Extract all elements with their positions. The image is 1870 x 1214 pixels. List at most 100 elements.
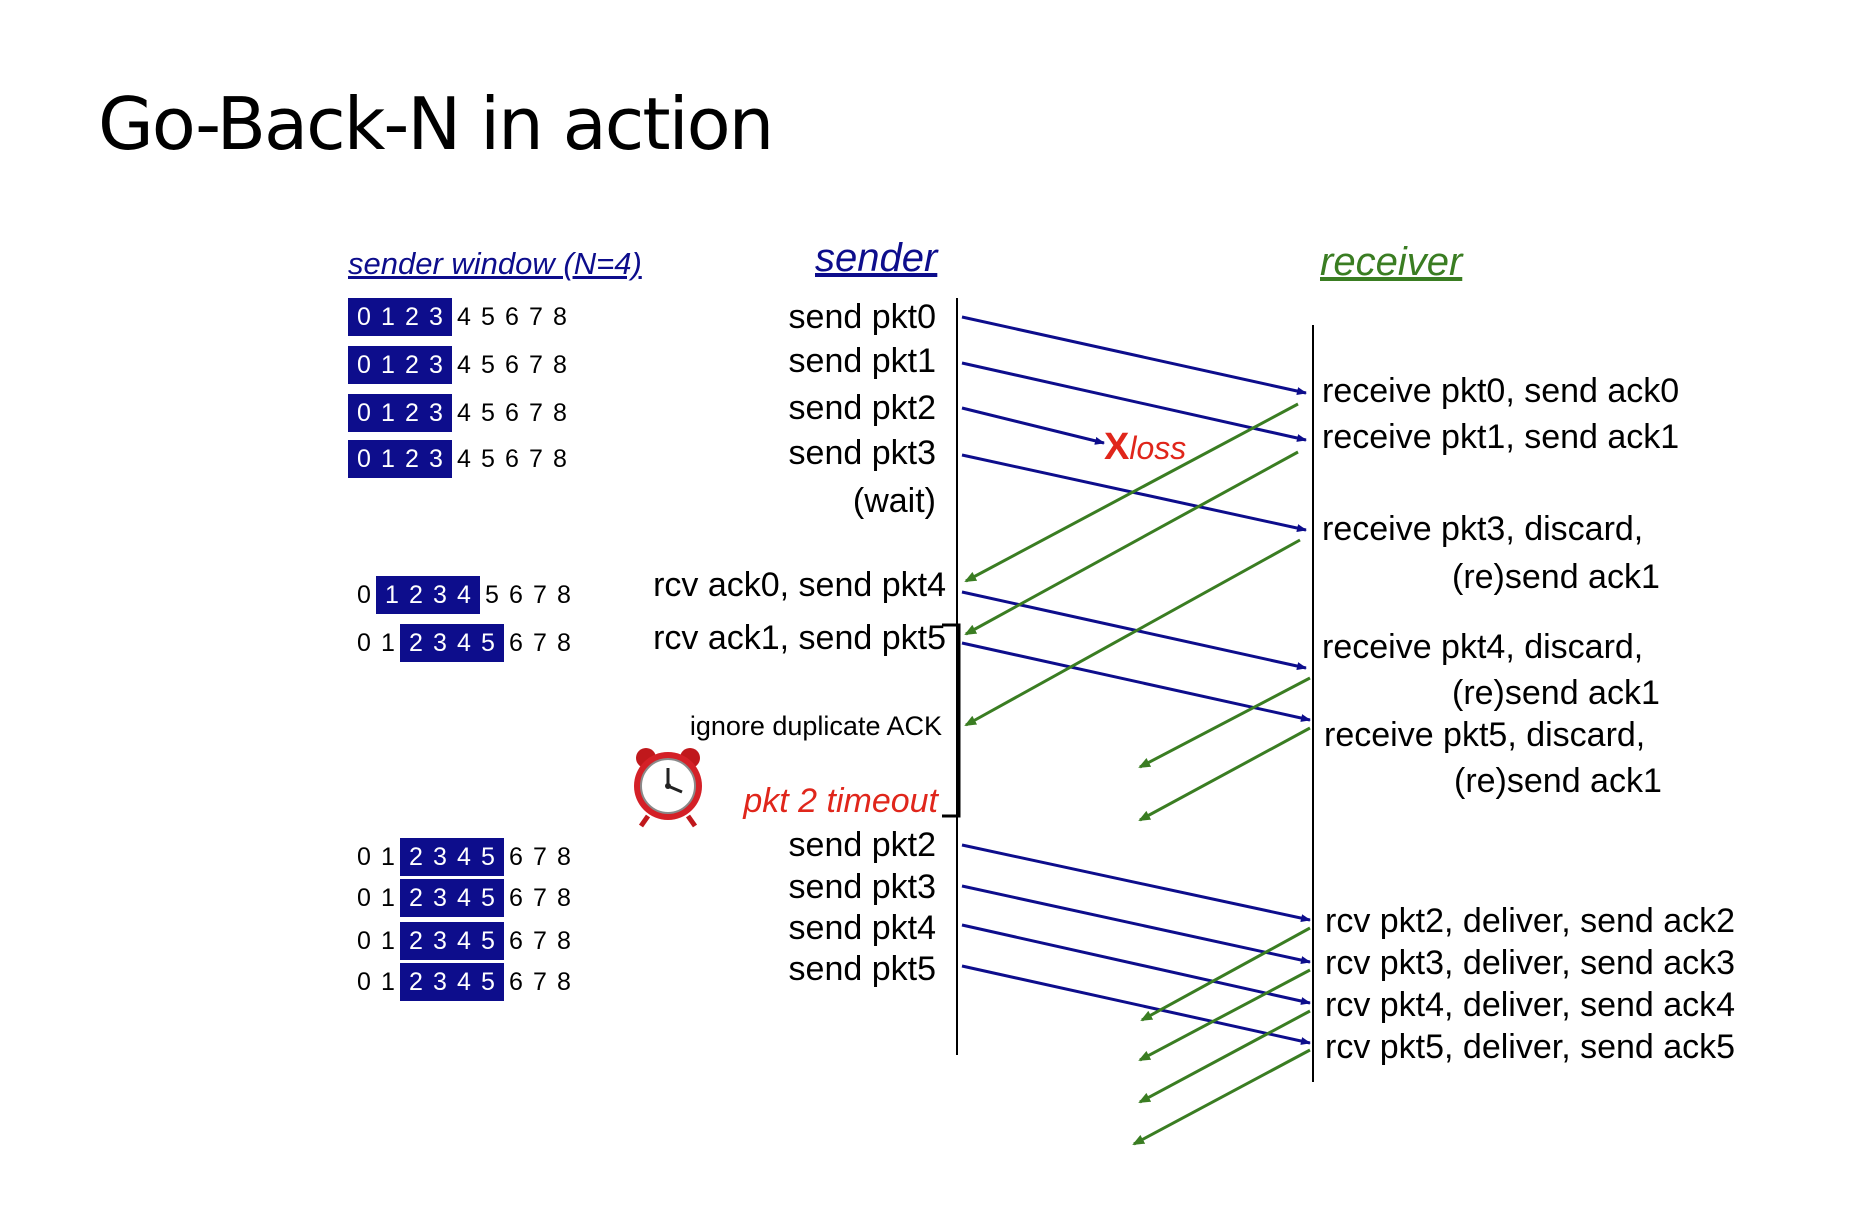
window-seq-number: 2 bbox=[405, 399, 419, 427]
window-seq-number: 4 bbox=[457, 927, 471, 955]
window-seq-number: 2 bbox=[409, 581, 423, 609]
window-highlight bbox=[400, 963, 504, 1001]
sender-event: send pkt0 bbox=[788, 298, 936, 336]
sender-window-header: sender window (N=4) bbox=[348, 246, 642, 281]
window-seq-number: 8 bbox=[553, 351, 567, 379]
window-highlight bbox=[348, 394, 452, 432]
alarm-clock-icon bbox=[634, 748, 702, 828]
sender-event: send pkt3 bbox=[788, 868, 936, 906]
window-seq-number: 3 bbox=[433, 884, 447, 912]
window-seq-number: 6 bbox=[509, 968, 523, 996]
window-highlight bbox=[400, 922, 504, 960]
window-seq-number: 4 bbox=[457, 843, 471, 871]
window-seq-number: 8 bbox=[553, 445, 567, 473]
window-seq-number: 5 bbox=[481, 843, 495, 871]
receiver-event: receive pkt1, send ack1 bbox=[1322, 418, 1680, 456]
window-seq-number: 3 bbox=[433, 968, 447, 996]
window-seq-number: 5 bbox=[481, 399, 495, 427]
receiver-event: (re)send ack1 bbox=[1452, 674, 1660, 712]
window-highlight bbox=[376, 576, 480, 614]
sender-event: (wait) bbox=[852, 482, 936, 520]
receiver-event: rcv pkt3, deliver, send ack3 bbox=[1325, 944, 1736, 982]
loss-x-icon: X bbox=[1104, 426, 1130, 468]
pkt-arrow bbox=[961, 590, 1307, 670]
pkt-arrow bbox=[961, 361, 1307, 442]
timeout-label: pkt 2 timeout bbox=[743, 782, 938, 820]
window-seq-number: 2 bbox=[409, 843, 423, 871]
window-seq-number: 1 bbox=[385, 581, 399, 609]
window-seq-number: 7 bbox=[533, 843, 547, 871]
window-seq-number: 4 bbox=[457, 351, 471, 379]
window-seq-number: 1 bbox=[381, 629, 395, 657]
window-highlight bbox=[400, 838, 504, 876]
window-seq-number: 7 bbox=[533, 581, 547, 609]
ack-arrow bbox=[1132, 1048, 1311, 1146]
window-seq-number: 3 bbox=[429, 399, 443, 427]
window-seq-number: 4 bbox=[457, 303, 471, 331]
loss-marker: Xloss bbox=[1104, 426, 1186, 469]
window-seq-number: 5 bbox=[481, 445, 495, 473]
receiver-event: rcv pkt5, deliver, send ack5 bbox=[1325, 1028, 1736, 1066]
window-seq-number: 4 bbox=[457, 581, 471, 609]
receiver-event: receive pkt5, discard, bbox=[1324, 716, 1646, 754]
ack-arrow bbox=[1138, 968, 1311, 1062]
window-seq-number: 0 bbox=[357, 843, 371, 871]
window-seq-number: 5 bbox=[485, 581, 499, 609]
window-seq-number: 5 bbox=[481, 927, 495, 955]
sender-event: send pkt1 bbox=[788, 342, 936, 380]
window-seq-number: 8 bbox=[557, 968, 571, 996]
sender-event: send pkt3 bbox=[788, 434, 936, 472]
window-seq-number: 0 bbox=[357, 399, 371, 427]
window-seq-number: 7 bbox=[529, 445, 543, 473]
window-seq-number: 3 bbox=[429, 351, 443, 379]
window-seq-number: 8 bbox=[553, 303, 567, 331]
window-seq-number: 8 bbox=[553, 399, 567, 427]
ack-arrow bbox=[964, 538, 1301, 727]
window-seq-number: 6 bbox=[509, 581, 523, 609]
sender-event: rcv ack0, send pkt4 bbox=[653, 566, 946, 604]
window-seq-number: 3 bbox=[433, 843, 447, 871]
window-seq-number: 7 bbox=[529, 351, 543, 379]
window-seq-number: 4 bbox=[457, 399, 471, 427]
window-seq-number: 6 bbox=[509, 843, 523, 871]
ack-arrows bbox=[964, 402, 1311, 1146]
window-highlight bbox=[348, 440, 452, 478]
window-seq-number: 0 bbox=[357, 884, 371, 912]
window-seq-number: 8 bbox=[557, 629, 571, 657]
window-seq-number: 4 bbox=[457, 968, 471, 996]
window-seq-number: 0 bbox=[357, 445, 371, 473]
window-seq-number: 0 bbox=[357, 629, 371, 657]
window-seq-number: 4 bbox=[457, 629, 471, 657]
window-seq-number: 3 bbox=[433, 927, 447, 955]
window-seq-number: 7 bbox=[533, 927, 547, 955]
window-seq-number: 7 bbox=[533, 968, 547, 996]
receiver-event: (re)send ack1 bbox=[1454, 762, 1662, 800]
window-seq-number: 5 bbox=[481, 303, 495, 331]
packet-arrows bbox=[961, 315, 1311, 1045]
window-seq-number: 1 bbox=[381, 843, 395, 871]
window-seq-number: 1 bbox=[381, 884, 395, 912]
window-seq-number: 2 bbox=[409, 629, 423, 657]
window-seq-number: 2 bbox=[409, 884, 423, 912]
window-seq-number: 3 bbox=[433, 629, 447, 657]
window-seq-number: 8 bbox=[557, 884, 571, 912]
window-highlight bbox=[348, 346, 452, 384]
window-seq-number: 6 bbox=[509, 927, 523, 955]
pkt-arrow bbox=[961, 315, 1307, 395]
window-seq-number: 8 bbox=[557, 927, 571, 955]
window-seq-number: 7 bbox=[529, 303, 543, 331]
window-seq-number: 6 bbox=[505, 351, 519, 379]
window-seq-number: 2 bbox=[409, 927, 423, 955]
pkt-arrow bbox=[961, 641, 1311, 722]
window-seq-number: 6 bbox=[509, 884, 523, 912]
sender-event: send pkt4 bbox=[788, 909, 936, 947]
receiver-event: rcv pkt2, deliver, send ack2 bbox=[1325, 902, 1736, 940]
window-seq-number: 5 bbox=[481, 884, 495, 912]
window-seq-number: 1 bbox=[381, 445, 395, 473]
window-seq-number: 7 bbox=[533, 884, 547, 912]
window-seq-number: 4 bbox=[457, 445, 471, 473]
window-seq-number: 1 bbox=[381, 927, 395, 955]
window-seq-number: 6 bbox=[505, 445, 519, 473]
